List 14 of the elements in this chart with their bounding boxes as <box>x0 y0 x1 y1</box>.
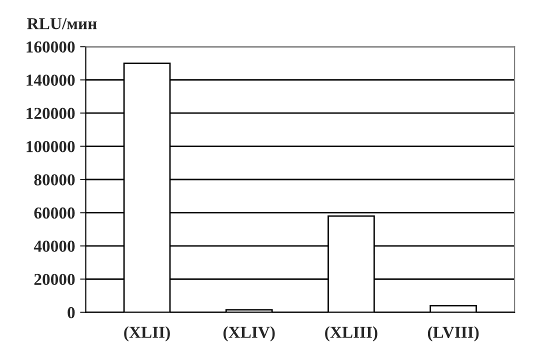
x-tick-label: (XLII) <box>124 326 170 342</box>
x-tick-label: (LVIII) <box>428 326 479 342</box>
y-tick-label: 140000 <box>26 74 75 86</box>
y-tick-label: 20000 <box>34 274 75 286</box>
y-tick-label: 0 <box>68 307 75 318</box>
y-tick-label: 80000 <box>34 174 75 186</box>
y-axis-title: RLU/мин <box>27 18 97 30</box>
y-tick-label: 100000 <box>26 140 75 152</box>
y-tick-label: 160000 <box>26 41 75 53</box>
x-tick-label: (XLIV) <box>223 326 275 342</box>
y-tick-label: 60000 <box>34 207 75 219</box>
y-tick-label: 120000 <box>26 108 75 120</box>
y-tick-label: 40000 <box>34 240 75 252</box>
x-tick-label: (XLIII) <box>325 326 378 342</box>
